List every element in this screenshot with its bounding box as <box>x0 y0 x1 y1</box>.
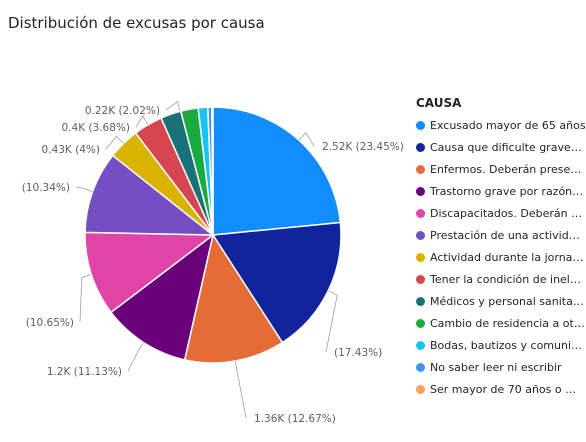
chart-title: Distribución de excusas por causa <box>8 14 265 32</box>
leader-line <box>234 360 247 419</box>
legend-label: Causa que dificulte graveme... <box>430 140 586 154</box>
legend-item[interactable]: Trastorno grave por razón d... <box>416 180 586 202</box>
legend-item[interactable]: Excusado mayor de 65 años <box>416 114 586 136</box>
legend-item[interactable]: Causa que dificulte graveme... <box>416 136 586 158</box>
legend-label: Médicos y personal sanitario... <box>430 294 586 308</box>
pie-slice[interactable] <box>211 106 214 236</box>
legend-marker-icon <box>416 164 425 174</box>
leader-line <box>325 290 338 353</box>
pie-slice[interactable] <box>211 221 342 344</box>
legend-item[interactable]: Actividad durante la jornada... <box>416 246 586 268</box>
legend-marker-icon <box>416 142 425 152</box>
leader-line <box>135 115 149 128</box>
pie-slice[interactable] <box>84 154 216 236</box>
legend-label: Prestación de una actividad ... <box>430 228 586 242</box>
legend-label: Bodas, bautizos y comuniones <box>430 338 586 352</box>
legend-label: Trastorno grave por razón d... <box>430 184 586 198</box>
leader-line <box>127 342 144 372</box>
legend-marker-icon <box>416 230 425 240</box>
data-label: 0.43K (4%) <box>42 144 100 156</box>
legend-marker-icon <box>416 296 425 306</box>
legend-item[interactable]: Médicos y personal sanitario... <box>416 290 586 312</box>
legend-item[interactable]: Prestación de una actividad ... <box>416 224 586 246</box>
data-label: (10.65%) <box>26 317 74 329</box>
legend-item[interactable]: Cambio de residencia a otra ... <box>416 312 586 334</box>
leader-line <box>75 186 93 193</box>
legend-title: CAUSA <box>416 96 462 110</box>
data-label: (17.43%) <box>334 347 382 359</box>
legend-marker-icon <box>416 318 425 328</box>
leader-line <box>298 132 315 147</box>
legend-marker-icon <box>416 120 425 130</box>
legend-marker-icon <box>416 274 425 284</box>
legend-marker-icon <box>416 186 425 196</box>
data-label: 1.36K (12.67%) <box>254 413 336 425</box>
legend-item[interactable]: Bodas, bautizos y comuniones <box>416 334 586 356</box>
legend-marker-icon <box>416 384 425 394</box>
data-label: (10.34%) <box>22 182 70 194</box>
pie-slice[interactable] <box>212 106 342 236</box>
legend-label: Cambio de residencia a otra ... <box>430 316 586 330</box>
data-label: 1.2K (11.13%) <box>47 366 122 378</box>
data-label: 2.52K (23.45%) <box>322 141 404 153</box>
legend-label: Discapacitados. Deberán ap... <box>430 206 586 220</box>
legend-item[interactable]: Tener la condición de inelegi... <box>416 268 586 290</box>
legend: CAUSA Excusado mayor de 65 años Causa que… <box>416 96 586 400</box>
legend-marker-icon <box>416 362 425 372</box>
legend-marker-icon <box>416 340 425 350</box>
legend-label: No saber leer ni escribir <box>430 360 562 374</box>
legend-label: Tener la condición de inelegi... <box>430 272 586 286</box>
legend-label: Excusado mayor de 65 años <box>430 118 586 132</box>
data-label: 0.22K (2.02%) <box>85 105 160 117</box>
data-label: 0.4K (3.68%) <box>62 122 130 134</box>
legend-item[interactable]: No saber leer ni escribir <box>416 356 586 378</box>
legend-marker-icon <box>416 208 425 218</box>
legend-item[interactable]: Ser mayor de 70 años o men... <box>416 378 586 400</box>
leader-line <box>79 274 92 323</box>
legend-label: Enfermos. Deberán presenta... <box>430 162 586 176</box>
legend-label: Actividad durante la jornada... <box>430 250 586 264</box>
leader-line <box>105 135 124 150</box>
legend-label: Ser mayor de 70 años o men... <box>430 382 586 396</box>
pie-slice[interactable] <box>183 233 284 364</box>
legend-marker-icon <box>416 252 425 262</box>
legend-item[interactable]: Enfermos. Deberán presenta... <box>416 158 586 180</box>
legend-item[interactable]: Discapacitados. Deberán ap... <box>416 202 586 224</box>
leader-line <box>165 100 181 112</box>
